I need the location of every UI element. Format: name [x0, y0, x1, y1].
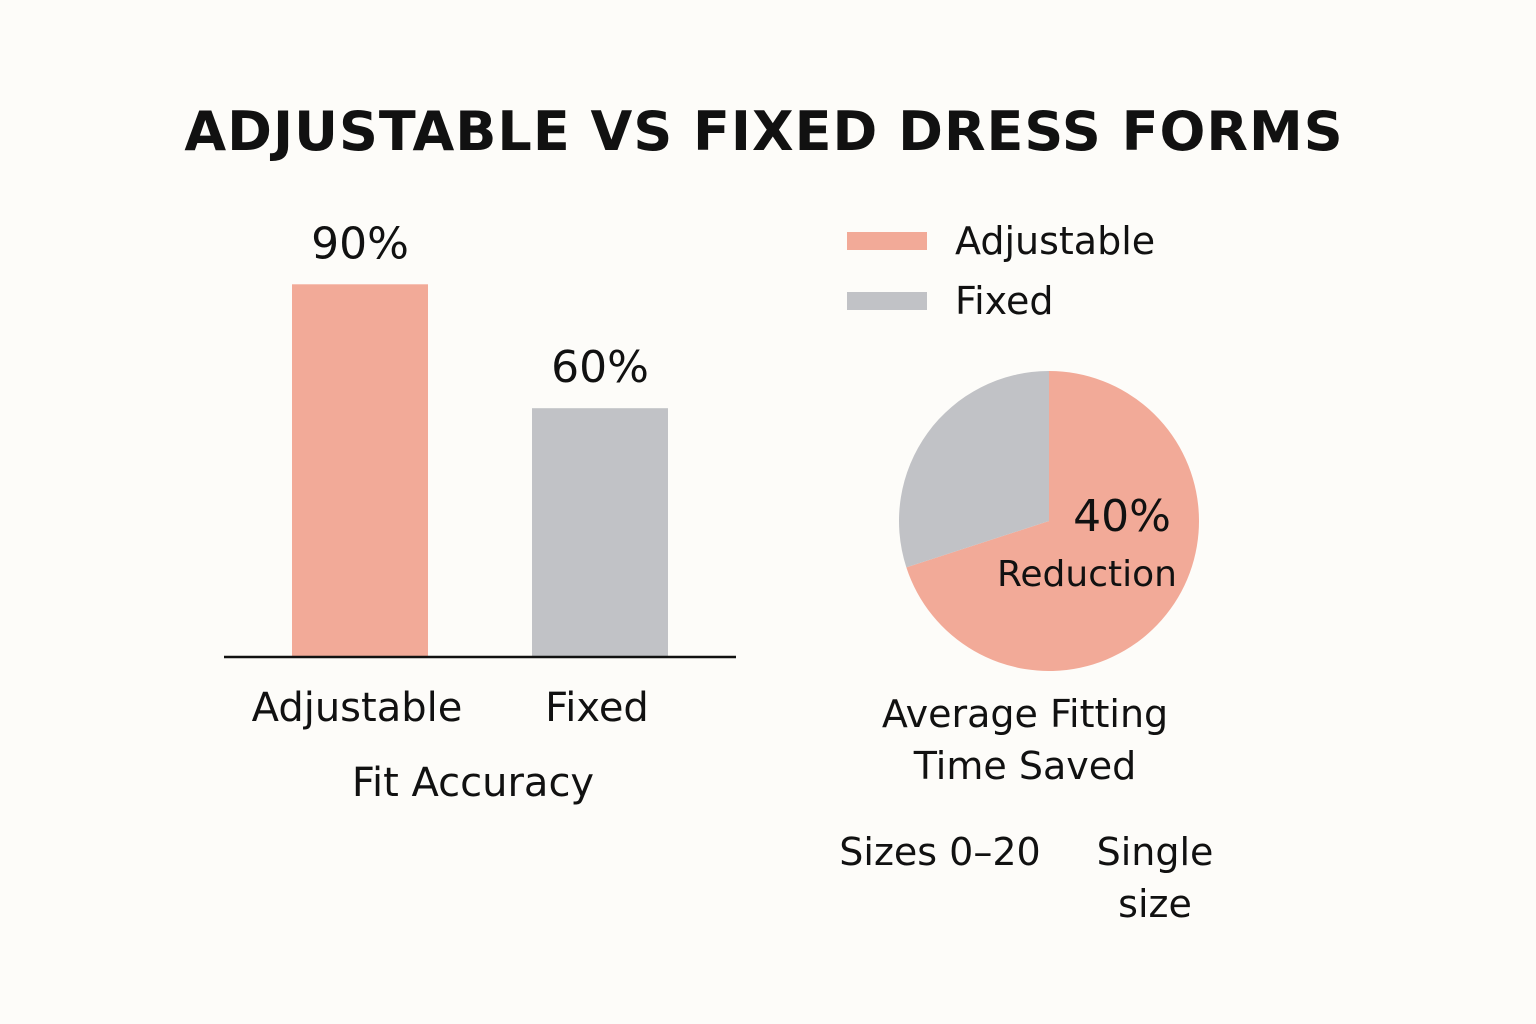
pie-value-label: 40%	[1073, 491, 1171, 542]
bar-chart: 90% Adjustable 60% Fixed Fit Accuracy	[224, 218, 736, 806]
legend: Adjustable Fixed	[847, 219, 1155, 323]
legend-label-fixed: Fixed	[955, 279, 1053, 323]
legend-swatch-adjustable	[847, 232, 927, 250]
size-note-fixed-line1: Single	[1096, 830, 1214, 874]
bar-fixed	[532, 408, 668, 656]
chart-title: ADJUSTABLE VS FIXED DRESS FORMS	[184, 100, 1344, 163]
category-label: Fixed	[545, 685, 649, 731]
pie-chart-title: Average Fitting Time Saved	[820, 688, 1230, 792]
legend-label-adjustable: Adjustable	[955, 219, 1155, 263]
x-axis-title: Fit Accuracy	[352, 760, 594, 806]
size-note-fixed: Single size	[1070, 826, 1240, 930]
size-note-fixed-line2: size	[1118, 882, 1192, 926]
pie-title-line1: Average Fitting	[881, 692, 1169, 736]
pie-slice-adjustable	[906, 371, 1200, 671]
bar-adjustable	[292, 284, 428, 656]
bar-value-label: 60%	[551, 342, 649, 393]
pie-chart: 40% Reduction	[899, 371, 1200, 671]
size-note-adjustable: Sizes 0–20	[839, 830, 1041, 874]
pie-value-caption: Reduction	[997, 554, 1177, 595]
pie-title-line2: Time Saved	[913, 744, 1137, 788]
bar-value-label: 90%	[311, 218, 409, 269]
category-label: Adjustable	[252, 685, 463, 731]
pie-slice-fixed	[899, 371, 1049, 568]
legend-swatch-fixed	[847, 292, 927, 310]
